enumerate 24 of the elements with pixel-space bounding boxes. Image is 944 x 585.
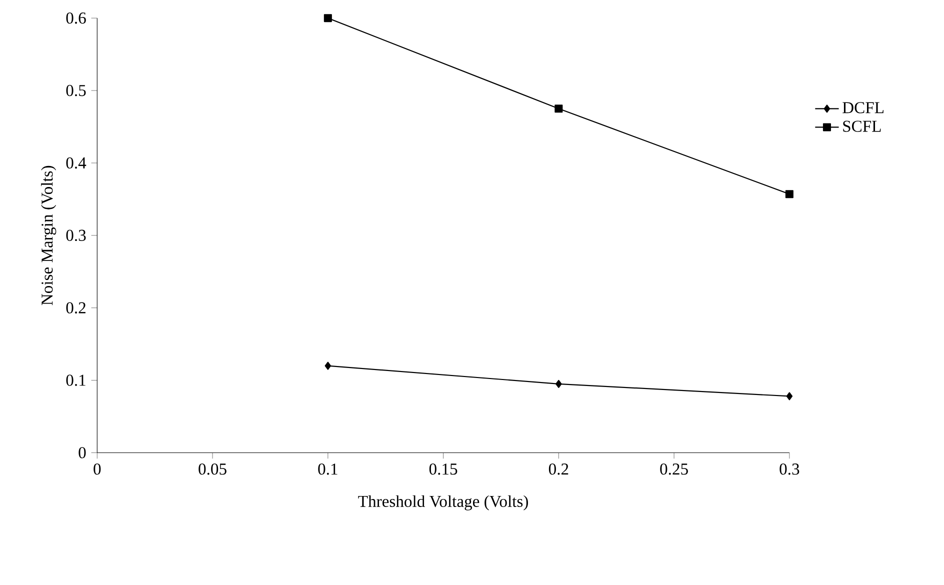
x-tick-label: 0.2 (548, 464, 568, 475)
y-axis-title: Noise Margin (Volts) (41, 166, 56, 306)
x-tick-label: 0.3 (780, 464, 800, 475)
y-tick-label: 0.3 (66, 230, 86, 242)
y-tick-label: 0 (78, 447, 86, 458)
x-tick-label: 0.25 (660, 464, 688, 475)
point (785, 190, 794, 198)
y-tick-label: 0.2 (66, 302, 86, 314)
x-tick-label: 0.15 (429, 464, 458, 475)
point (324, 14, 332, 22)
x-tick-label: 0.05 (198, 464, 226, 475)
x-tick-label: 0 (94, 464, 101, 475)
y-tick-label: 0.1 (66, 374, 86, 386)
x-tick-label: 0.1 (318, 464, 338, 475)
legend-label: DCFL (842, 102, 884, 114)
point (786, 392, 793, 400)
legend-label: SCFL (843, 120, 881, 132)
x-axis-title: Threshold Voltage (Volts) (358, 495, 528, 510)
point (554, 104, 563, 113)
point (324, 362, 332, 370)
y-tick-label: 0.4 (66, 157, 86, 169)
y-tick-label: 0.5 (66, 84, 86, 96)
y-tick-label: 0.6 (66, 12, 86, 24)
point (556, 380, 562, 388)
